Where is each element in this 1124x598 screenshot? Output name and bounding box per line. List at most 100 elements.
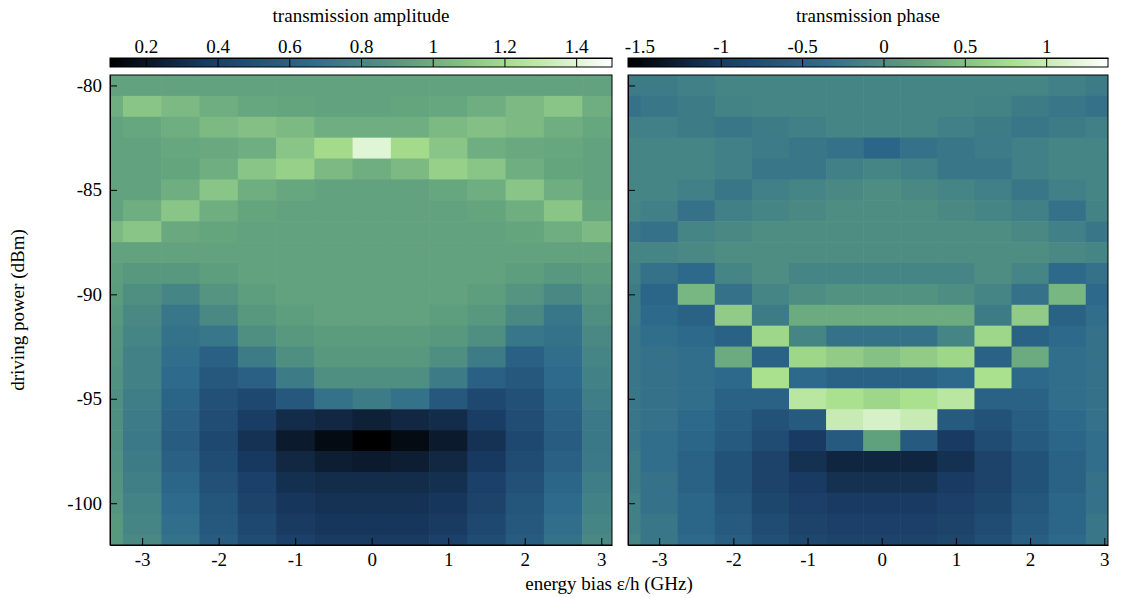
cell [276, 493, 315, 514]
cell [544, 138, 583, 159]
cell [752, 472, 790, 493]
cell [161, 430, 200, 451]
cell [752, 451, 790, 472]
cell [863, 138, 901, 159]
cell [544, 367, 583, 388]
cell [276, 75, 315, 96]
cell [937, 388, 975, 409]
cell [506, 75, 545, 96]
cell [238, 472, 277, 493]
cell [110, 535, 124, 545]
cell [1049, 138, 1087, 159]
cell [110, 472, 124, 493]
cell [974, 472, 1012, 493]
cell [826, 221, 864, 242]
cell [715, 388, 753, 409]
cell [582, 493, 612, 514]
cell [429, 138, 468, 159]
panel: -3-2-10123-100-95-90-85-800.20.40.60.811… [67, 5, 621, 570]
cell [900, 347, 938, 368]
cell [641, 535, 679, 545]
colorbar-tick-mark [361, 58, 362, 67]
cell [974, 159, 1012, 180]
cell [506, 367, 545, 388]
cell [752, 75, 790, 96]
cell [628, 347, 641, 368]
cell [276, 263, 315, 284]
cell [937, 117, 975, 138]
cell [863, 75, 901, 96]
cell [582, 96, 612, 117]
cell [200, 75, 239, 96]
cell [826, 284, 864, 305]
cell [974, 305, 1012, 326]
colorbar-tick-mark [639, 58, 640, 67]
x-tick: -2 [211, 538, 227, 570]
cell [582, 117, 612, 138]
cell [123, 535, 162, 545]
cell [789, 388, 827, 409]
cell [826, 388, 864, 409]
y-tick-mark [110, 85, 117, 86]
cell [937, 493, 975, 514]
cell [1086, 200, 1108, 221]
cell [161, 451, 200, 472]
colorbar [110, 58, 612, 67]
cell [678, 117, 716, 138]
cell [641, 451, 679, 472]
cell [429, 493, 468, 514]
cell [506, 430, 545, 451]
cell [715, 75, 753, 96]
cell [110, 179, 124, 200]
cell [391, 221, 430, 242]
cell [937, 200, 975, 221]
cell [1086, 242, 1108, 263]
cell [628, 221, 641, 242]
cell [391, 117, 430, 138]
cell [974, 138, 1012, 159]
cell [789, 200, 827, 221]
cell [429, 159, 468, 180]
cell [1049, 159, 1087, 180]
cell [200, 514, 239, 535]
cell [1086, 326, 1108, 347]
cell [544, 96, 583, 117]
cell [429, 326, 468, 347]
y-tick-mark [628, 294, 635, 295]
cell [715, 514, 753, 535]
colorbar-tick-label: 1.4 [565, 36, 589, 57]
cell [826, 430, 864, 451]
cell [863, 179, 901, 200]
cell [506, 514, 545, 535]
cell [353, 263, 392, 284]
cell [1086, 159, 1108, 180]
cell [544, 263, 583, 284]
cell [429, 96, 468, 117]
cell [314, 305, 353, 326]
cell [467, 430, 506, 451]
cell [123, 263, 162, 284]
cell [900, 451, 938, 472]
cell [974, 263, 1012, 284]
cell [974, 200, 1012, 221]
cell [715, 493, 753, 514]
cell [467, 388, 506, 409]
cell [900, 409, 938, 430]
cell [314, 200, 353, 221]
cell [789, 409, 827, 430]
cell [582, 347, 612, 368]
colorbar-tick: 1.4 [565, 36, 589, 67]
cell [582, 75, 612, 96]
colorbar-tick-label: 1.2 [493, 36, 517, 57]
cell [1012, 221, 1050, 242]
cell [641, 138, 679, 159]
y-tick-mark [110, 503, 117, 504]
cell [900, 472, 938, 493]
cell [863, 367, 901, 388]
cell [752, 535, 790, 545]
cell [900, 263, 938, 284]
cell [238, 409, 277, 430]
cell [544, 514, 583, 535]
cell [826, 117, 864, 138]
cell [353, 326, 392, 347]
